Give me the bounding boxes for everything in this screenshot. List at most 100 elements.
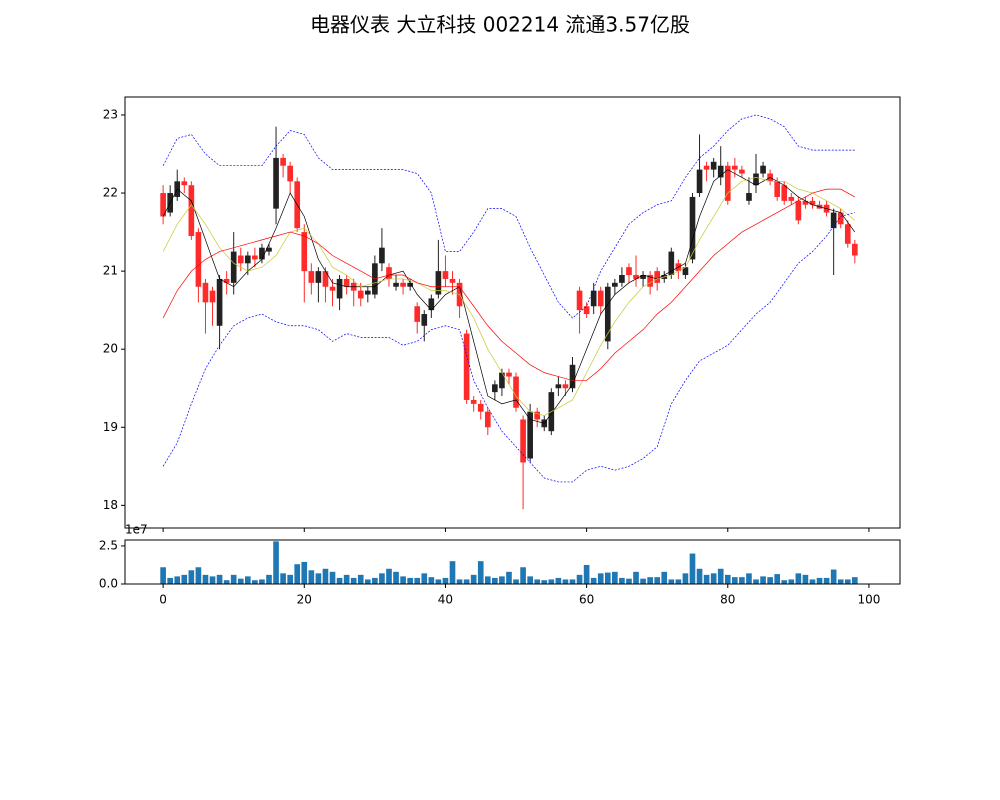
volume-bar (188, 570, 195, 584)
candle-body (520, 419, 526, 463)
candle-body (244, 255, 251, 264)
candle-body (710, 161, 717, 170)
candle-body (188, 185, 195, 236)
candle-body (774, 181, 781, 197)
candle-body (364, 290, 371, 295)
indicator-line (162, 114, 855, 319)
offset-label: 1e7 (125, 523, 148, 537)
candle-body (160, 193, 166, 217)
volume-bar (244, 576, 251, 584)
volume-bar (513, 579, 519, 584)
volume-bar (739, 577, 745, 584)
candle-body (407, 282, 413, 287)
volume-bar (823, 577, 830, 584)
chart-title: 电器仪表 大立科技 002214 流通3.57亿股 (310, 13, 690, 37)
volume-bar (732, 577, 738, 584)
volume-bar (372, 577, 378, 584)
y-tick-label: 23 (103, 107, 118, 121)
volume-bar (350, 577, 357, 584)
volume-bar (710, 573, 717, 584)
volume-bar (301, 561, 308, 584)
volume-bar (484, 576, 491, 584)
volume-bar (357, 574, 364, 584)
candle-body (449, 278, 456, 283)
volume-bar (470, 574, 477, 584)
candle-body (308, 271, 315, 283)
volume-bar (569, 579, 576, 584)
candle-body (682, 267, 689, 276)
volume-bar (506, 571, 512, 584)
volume-bar (477, 561, 484, 584)
candle-body (209, 290, 216, 303)
candle-body (555, 384, 562, 389)
candle-body (484, 411, 491, 428)
candle-body (414, 306, 421, 322)
candle-body (724, 165, 731, 201)
volume-bar (682, 573, 689, 584)
volume-bar (393, 571, 399, 584)
candle-body (280, 157, 286, 166)
volume-bar (273, 541, 279, 584)
candle-body (647, 275, 653, 287)
candle-body (442, 271, 449, 279)
candle-body (379, 247, 385, 264)
volume-bar (689, 553, 696, 584)
candle-body (202, 282, 209, 303)
volume-bar (576, 574, 583, 584)
volume-bar (837, 579, 844, 584)
volume-bar (266, 574, 272, 584)
volume-bar (802, 574, 809, 584)
candle-body (760, 165, 766, 174)
candle-body (654, 271, 661, 283)
candle-body (534, 411, 541, 420)
candle-body (527, 411, 533, 459)
candle-body (266, 247, 272, 252)
volume-bar (463, 579, 470, 584)
candle-body (463, 333, 470, 400)
candle-body (343, 278, 350, 287)
volume-bar (548, 579, 555, 584)
x-tick-label: 20 (297, 593, 312, 607)
volume-bar (442, 577, 449, 584)
candle-body (802, 200, 809, 205)
candle-body (428, 298, 435, 311)
candle-body (619, 275, 625, 283)
candle-body (696, 169, 703, 194)
volume-bar (647, 577, 653, 584)
candle-body (703, 165, 710, 170)
candle-body (357, 290, 364, 299)
volume-bar (435, 579, 442, 584)
candle-body (732, 165, 738, 170)
candle-body (287, 165, 293, 182)
x-tick-label: 60 (579, 593, 594, 607)
y-tick-label: 2.5 (99, 538, 118, 552)
volume-bar (597, 573, 604, 584)
volume-bar (795, 573, 802, 584)
volume-bar (767, 577, 773, 584)
volume-bar (181, 574, 188, 584)
volume-bar (499, 576, 505, 584)
candle-body (400, 282, 406, 287)
volume-bar (746, 573, 752, 584)
candle-body (230, 251, 237, 283)
volume-bar (407, 577, 413, 584)
candle-body (259, 247, 265, 260)
candle-body (315, 271, 322, 283)
volume-bar (816, 577, 823, 584)
volume-bar (336, 577, 343, 584)
candle-body (237, 255, 244, 264)
candle-body (435, 271, 442, 295)
volume-bar (343, 574, 350, 584)
candle-body (569, 364, 576, 389)
volume-bar (760, 576, 766, 584)
volume-bar (809, 579, 816, 584)
candle-body (597, 290, 604, 307)
candle-body (322, 271, 329, 287)
volume-bar (237, 578, 244, 584)
candle-body (626, 267, 632, 276)
candle-body (809, 200, 816, 205)
candle-body (753, 173, 759, 186)
volume-bar (252, 580, 258, 584)
candle-body (329, 286, 336, 291)
